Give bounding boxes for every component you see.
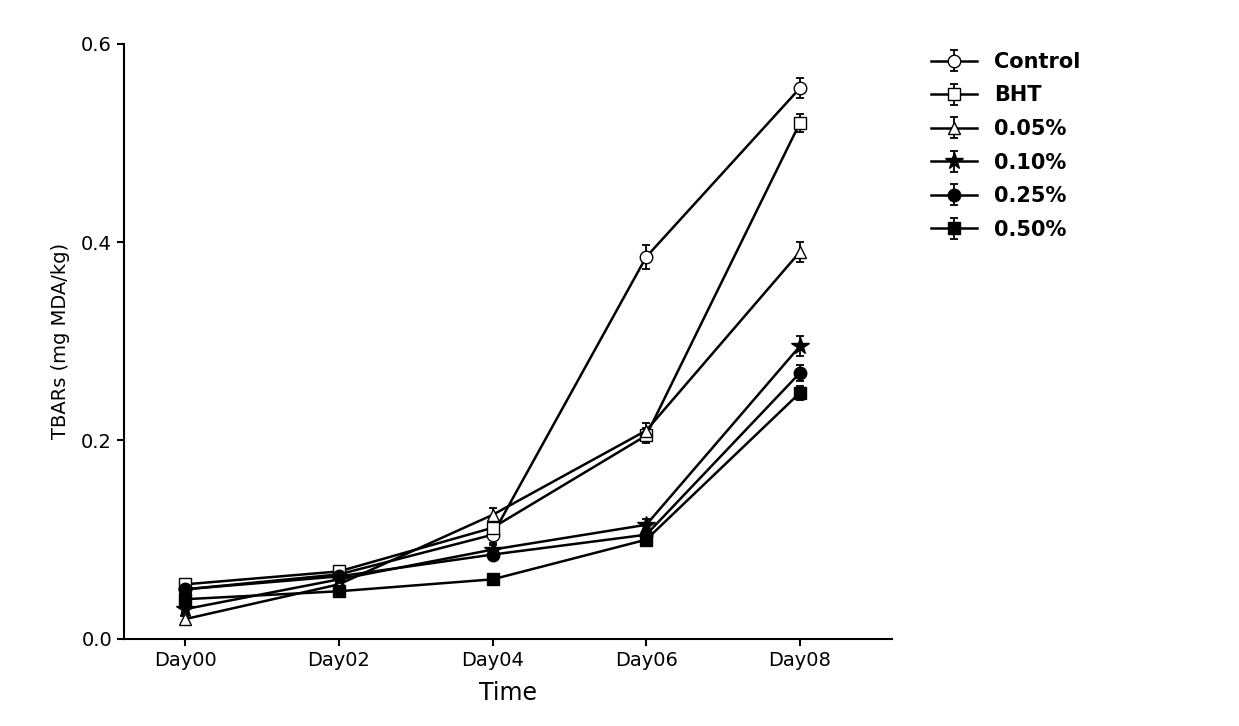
Y-axis label: TBARs (mg MDA/kg): TBARs (mg MDA/kg) [51, 243, 71, 439]
X-axis label: Time: Time [479, 681, 536, 705]
Legend: Control, BHT, 0.05%, 0.10%, 0.25%, 0.50%: Control, BHT, 0.05%, 0.10%, 0.25%, 0.50% [923, 44, 1088, 248]
